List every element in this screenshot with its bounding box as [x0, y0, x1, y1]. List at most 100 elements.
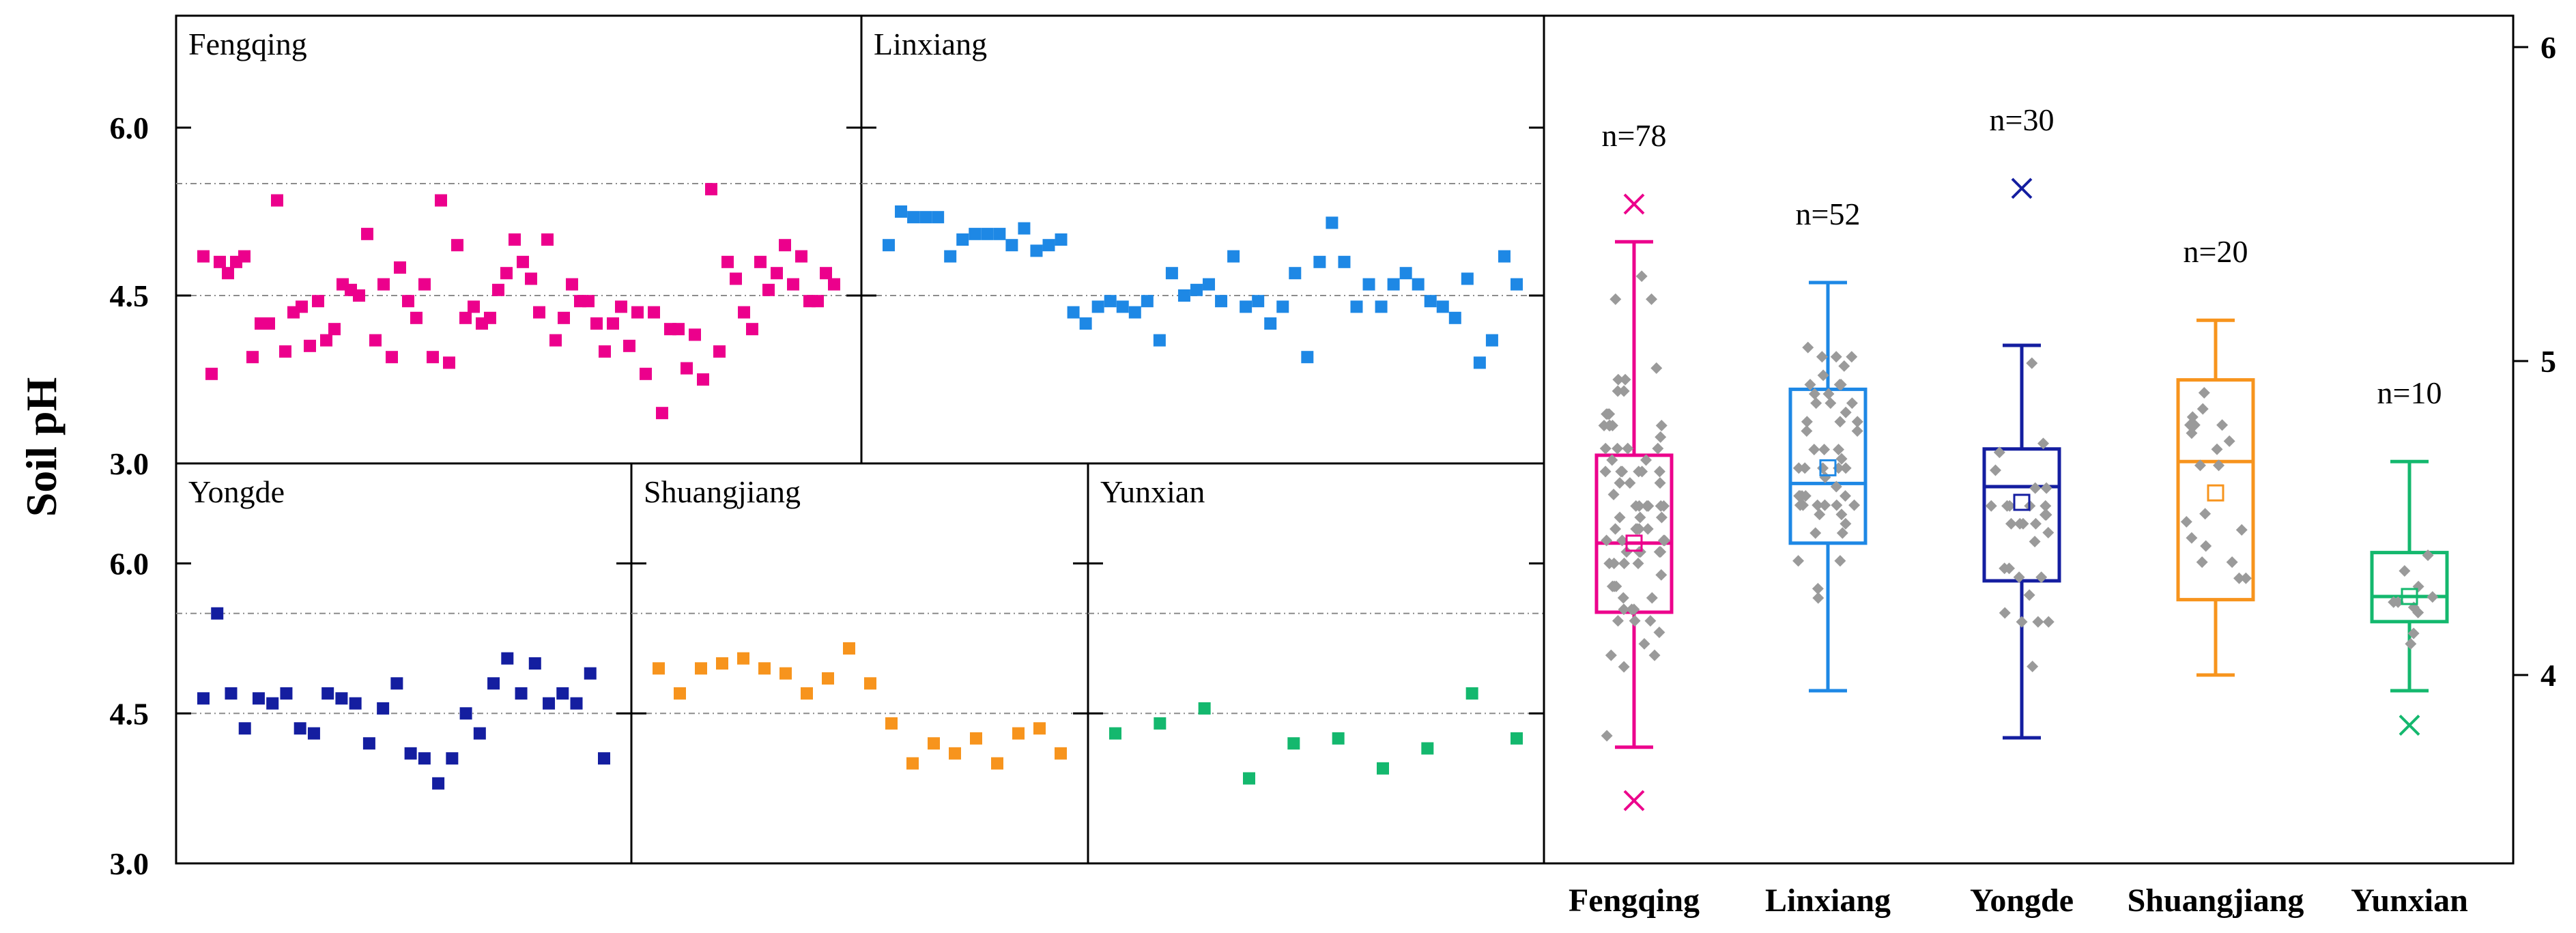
- jitter-point: [2196, 556, 2208, 569]
- data-point: [263, 317, 275, 330]
- data-point: [484, 311, 496, 324]
- data-point: [582, 295, 595, 308]
- data-point: [214, 255, 226, 268]
- data-point: [1203, 278, 1216, 291]
- panel-shuangjiang: Shuangjiang: [630, 462, 1089, 865]
- jitter-point: [1599, 442, 1612, 455]
- data-point: [648, 306, 660, 319]
- jitter-point: [2032, 616, 2044, 628]
- jitter-point: [1840, 462, 1852, 474]
- panel-yunxian: Yunxian: [1087, 462, 1545, 865]
- jitter-point: [1632, 558, 1644, 569]
- panel-frame: [1087, 462, 1545, 865]
- jitter-point: [1646, 592, 1658, 604]
- data-point: [386, 351, 398, 364]
- data-point: [1350, 300, 1363, 313]
- data-point: [885, 717, 898, 730]
- data-point: [981, 227, 994, 240]
- jitter-point: [2200, 540, 2212, 552]
- data-point: [1190, 283, 1203, 296]
- data-point: [1116, 300, 1129, 313]
- data-point: [1042, 239, 1055, 252]
- jitter-point: [1622, 442, 1634, 455]
- data-point: [864, 677, 876, 690]
- jitter-point: [1851, 416, 1863, 428]
- jitter-point: [1848, 499, 1861, 511]
- data-point: [771, 267, 783, 280]
- data-point: [672, 323, 685, 336]
- sample-size-label: n=52: [1796, 197, 1861, 231]
- jitter-point: [1654, 477, 1666, 489]
- sample-size-label: n=20: [2184, 234, 2248, 269]
- box-iqr: [1982, 447, 2061, 583]
- data-point: [1215, 295, 1228, 308]
- data-point: [543, 697, 556, 710]
- jitter-point: [2216, 419, 2229, 431]
- data-point: [517, 255, 529, 268]
- right-axis-tick-label: 5: [2541, 344, 2556, 379]
- jitter-point: [1818, 444, 1831, 456]
- jitter-point: [2023, 589, 2035, 601]
- jitter-point: [1648, 649, 1661, 661]
- data-point: [828, 278, 840, 291]
- jitter-point: [1822, 388, 1835, 400]
- jitter-point: [2422, 549, 2434, 562]
- data-point: [1243, 772, 1255, 785]
- data-point: [1465, 687, 1478, 700]
- data-point: [737, 652, 749, 665]
- jitter-point: [2180, 516, 2192, 528]
- data-point: [697, 373, 709, 386]
- jitter-point: [1793, 490, 1805, 502]
- data-point: [919, 211, 932, 224]
- data-point: [1141, 295, 1154, 308]
- jitter-point: [1840, 517, 1852, 530]
- jitter-point: [2027, 660, 2039, 672]
- data-point: [492, 283, 504, 296]
- data-point: [390, 677, 403, 690]
- jitter-point: [1834, 416, 1846, 428]
- data-point: [1421, 742, 1434, 755]
- outlier-marker: [2011, 177, 2033, 199]
- data-point: [451, 239, 463, 252]
- jitter-point: [1620, 546, 1633, 558]
- sample-size-label: n=30: [1990, 102, 2055, 137]
- mean-marker: [2207, 484, 2224, 502]
- jitter-point: [2239, 572, 2252, 584]
- mean-marker: [1625, 534, 1643, 552]
- jitter-point: [2223, 435, 2235, 447]
- data-point: [746, 323, 758, 336]
- data-point: [944, 250, 957, 263]
- jitter-point: [1618, 603, 1630, 616]
- jitter-point: [1609, 293, 1622, 305]
- jitter-point: [1612, 373, 1625, 386]
- jitter-point: [1830, 480, 1842, 493]
- data-point: [598, 752, 610, 765]
- data-point: [787, 278, 799, 291]
- data-point: [361, 227, 373, 240]
- data-point: [1109, 727, 1121, 740]
- jitter-point: [1608, 580, 1620, 592]
- jitter-point: [2186, 411, 2199, 423]
- jitter-point: [1835, 453, 1848, 465]
- data-point: [432, 777, 445, 790]
- jitter-point: [2399, 564, 2411, 577]
- jitter-point: [1846, 351, 1858, 363]
- jitter-point: [1655, 511, 1668, 523]
- data-point: [730, 272, 742, 285]
- category-label: Yunxian: [2351, 882, 2468, 919]
- jitter-point: [1631, 523, 1644, 535]
- panel-yongde: 3.0 4.5 6.0 Yongde: [110, 462, 633, 881]
- jitter-point: [2029, 482, 2042, 494]
- jitter-point: [1635, 270, 1648, 283]
- jitter-point: [1985, 500, 1997, 512]
- data-point: [970, 732, 982, 745]
- jitter-point: [2040, 482, 2052, 494]
- data-point: [427, 351, 439, 364]
- data-point: [252, 692, 265, 705]
- data-point: [754, 255, 767, 268]
- data-point: [1055, 747, 1067, 760]
- jitter-point: [1812, 583, 1824, 594]
- data-point: [558, 311, 570, 324]
- data-point: [353, 289, 365, 302]
- jitter-point: [1655, 500, 1667, 512]
